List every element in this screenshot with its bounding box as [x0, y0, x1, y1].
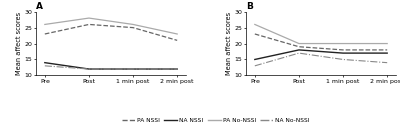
Legend: PA NSSI, NA NSSI, PA No-NSSI, NA No-NSSI: PA NSSI, NA NSSI, PA No-NSSI, NA No-NSSI — [120, 116, 312, 126]
Y-axis label: Mean affect scores: Mean affect scores — [16, 12, 22, 75]
Text: B: B — [246, 2, 253, 11]
Text: A: A — [36, 2, 43, 11]
Y-axis label: Mean affect scores: Mean affect scores — [226, 12, 232, 75]
